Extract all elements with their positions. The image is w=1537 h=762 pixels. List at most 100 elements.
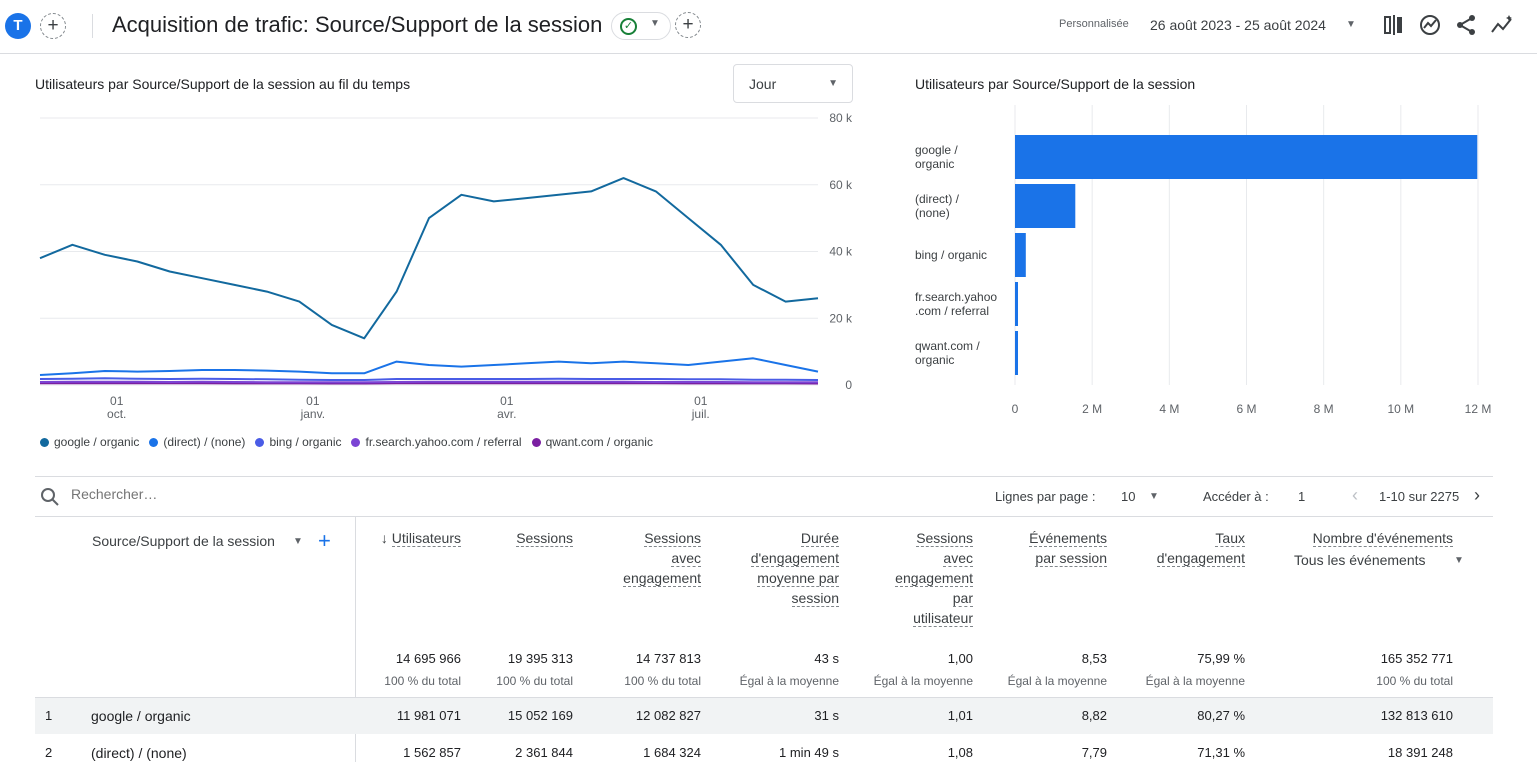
total-value: 8,53 [1081, 651, 1107, 666]
legend-item[interactable]: google / organic [40, 434, 139, 450]
category-label: .com / referral [915, 304, 989, 318]
column-header[interactable]: Sessions avec engagement par utilisateur [853, 528, 973, 628]
bar[interactable] [1015, 282, 1018, 326]
caret-down-icon[interactable]: ▼ [1149, 491, 1159, 502]
goto-page-input[interactable]: 1 [1298, 489, 1306, 504]
granularity-select[interactable]: Jour ▼ [733, 64, 853, 103]
row-index: 1 [45, 708, 53, 723]
column-header-label: Durée [800, 530, 839, 547]
x-tick-label: 6 M [1236, 402, 1256, 416]
total-subtext: Égal à la moyenne [873, 674, 973, 688]
x-tick-day: 01 [500, 394, 514, 408]
x-tick-label: 4 M [1159, 402, 1179, 416]
rows-per-page-label: Lignes par page : [995, 489, 1096, 504]
series-line[interactable] [39, 177, 819, 340]
row-metric-value: 132 813 610 [1380, 708, 1453, 723]
page-range-label: 1-10 sur 2275 [1379, 489, 1460, 504]
plus-icon: + [682, 14, 694, 35]
column-header[interactable]: Durée d'engagement moyenne par session [719, 528, 839, 608]
legend-dot-icon [40, 437, 49, 447]
prev-page-icon[interactable]: ‹ [1352, 485, 1358, 505]
bar[interactable] [1015, 135, 1478, 179]
legend-item[interactable]: bing / organic [255, 434, 341, 450]
legend-dot-icon [531, 437, 541, 447]
row-metric-value: 1 562 857 [403, 745, 461, 760]
divider [35, 516, 1493, 517]
row-metric-value: 11 981 071 [396, 708, 461, 723]
dimension-header[interactable]: Source/Support de la session [92, 533, 275, 549]
column-header[interactable]: Sessions avec engagement [591, 528, 701, 588]
add-comparison-button[interactable]: + [40, 13, 66, 39]
rows-per-page-select[interactable]: 10 [1121, 489, 1136, 504]
bar[interactable] [1015, 184, 1076, 228]
avatar[interactable]: T [5, 13, 31, 39]
table-row-highlight [35, 698, 1493, 734]
series-line[interactable] [39, 377, 819, 381]
legend-label: qwant.com / organic [545, 435, 653, 449]
date-preset-label[interactable]: Personnalisée [1059, 18, 1129, 30]
divider [35, 697, 1493, 698]
total-subtext: Égal à la moyenne [1007, 674, 1107, 688]
category-label: google / [915, 143, 958, 157]
total-value: 19 395 313 [507, 651, 573, 666]
bar[interactable] [1015, 331, 1018, 375]
category-label: bing / organic [915, 248, 987, 262]
legend-dot-icon [149, 437, 159, 447]
page-title: Acquisition de trafic: Source/Support de… [112, 12, 603, 37]
legend-item[interactable]: fr.search.yahoo.com / referral [351, 434, 522, 450]
bar[interactable] [1015, 233, 1026, 277]
x-tick-label: 12 M [1465, 402, 1492, 416]
top-bar: T + Acquisition de trafic: Source/Suppor… [0, 0, 1537, 54]
caret-down-icon[interactable]: ▼ [293, 536, 303, 547]
granularity-value: Jour [749, 76, 777, 92]
category-label: fr.search.yahoo [915, 290, 997, 304]
column-header-label: d'engagement [750, 550, 839, 567]
add-dimension-button[interactable]: + [318, 528, 331, 553]
total-value: 43 s [814, 651, 839, 666]
line-chart-title: Utilisateurs par Source/Support de la se… [35, 76, 411, 92]
plus-icon: + [47, 15, 59, 36]
series-line[interactable] [39, 357, 819, 376]
row-metric-value: 31 s [814, 708, 839, 723]
row-dimension-value[interactable]: google / organic [91, 708, 191, 724]
caret-down-icon: ▼ [828, 78, 838, 89]
category-label: organic [915, 157, 954, 171]
column-header-label: moyenne par [757, 570, 839, 587]
legend-item[interactable]: qwant.com / organic [531, 434, 653, 450]
search-input[interactable] [71, 486, 371, 502]
share-icon[interactable] [1453, 12, 1479, 38]
category-label: organic [915, 353, 954, 367]
y-tick-label: 80 k [829, 111, 853, 125]
goto-page-label: Accéder à : [1203, 489, 1269, 504]
total-subtext: 100 % du total [1376, 674, 1453, 688]
total-value: 14 737 813 [635, 651, 701, 666]
column-header[interactable]: ↓ Utilisateurs [351, 528, 461, 548]
total-subtext: 100 % du total [496, 674, 573, 688]
series-line[interactable] [39, 380, 819, 384]
column-header-label: Sessions [916, 530, 973, 547]
column-header[interactable]: Taux d'engagement [1125, 528, 1245, 568]
add-filter-button[interactable]: + [675, 12, 701, 38]
legend-label: (direct) / (none) [163, 435, 246, 449]
row-metric-value: 1 684 324 [643, 745, 701, 760]
row-dimension-value[interactable]: (direct) / (none) [91, 745, 187, 761]
y-tick-label: 0 [845, 378, 852, 392]
legend-label: bing / organic [269, 435, 342, 449]
legend-item[interactable]: (direct) / (none) [149, 434, 245, 450]
column-header[interactable]: Événements par session [987, 528, 1107, 568]
insights-icon[interactable] [1417, 12, 1443, 38]
column-header-label: avec [671, 550, 701, 567]
column-header[interactable]: Nombre d'événements [1283, 528, 1453, 548]
caret-down-icon[interactable]: ▼ [1346, 19, 1356, 30]
trend-icon[interactable] [1489, 12, 1515, 38]
row-metric-value: 15 052 169 [507, 708, 573, 723]
row-metric-value: 7,79 [1081, 745, 1107, 760]
date-range-picker[interactable]: 26 août 2023 - 25 août 2024 [1150, 17, 1326, 33]
report-status-dropdown[interactable]: ✓ ▼ [611, 12, 671, 40]
event-filter-select[interactable]: Tous les événements ▼ [1294, 552, 1464, 570]
total-subtext: 100 % du total [624, 674, 701, 688]
column-header[interactable]: Sessions [473, 528, 573, 548]
row-metric-value: 12 082 827 [635, 708, 701, 723]
compare-icon[interactable] [1381, 12, 1407, 38]
next-page-icon[interactable]: › [1474, 485, 1480, 505]
